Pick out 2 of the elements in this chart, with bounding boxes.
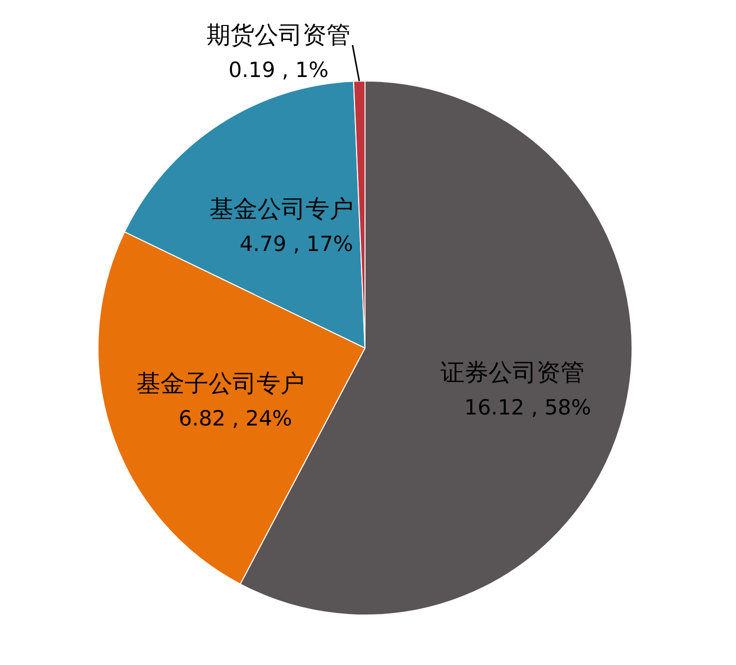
data-label: 0.19 , 1% [228,58,329,82]
slice-label: 期货公司资管 [206,21,351,50]
